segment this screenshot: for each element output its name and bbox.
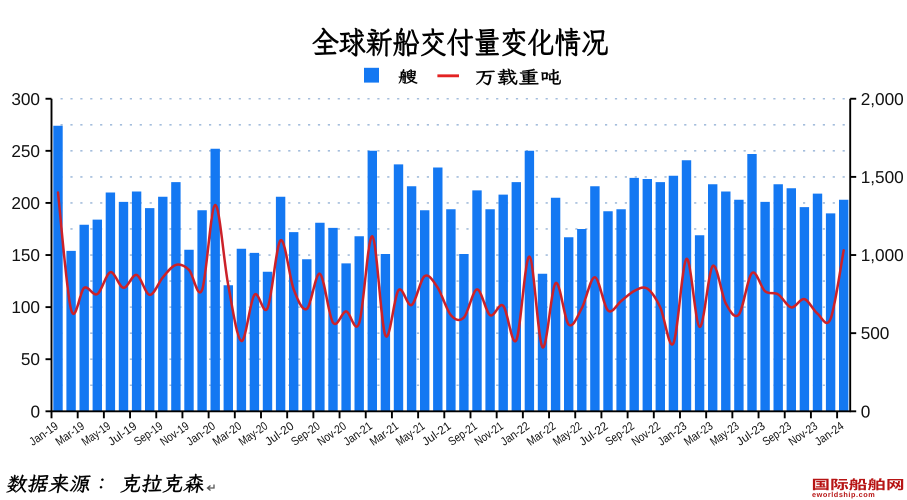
svg-text:eworldship.com: eworldship.com bbox=[812, 490, 875, 499]
svg-text:50: 50 bbox=[21, 349, 40, 369]
svg-text:0: 0 bbox=[30, 401, 40, 421]
svg-text:1,000: 1,000 bbox=[861, 245, 904, 265]
svg-text:300: 300 bbox=[11, 89, 40, 109]
svg-text:2,000: 2,000 bbox=[861, 89, 904, 109]
svg-text:150: 150 bbox=[11, 245, 40, 265]
svg-text:250: 250 bbox=[11, 141, 40, 161]
svg-text:1,500: 1,500 bbox=[861, 167, 904, 187]
svg-text:200: 200 bbox=[11, 193, 40, 213]
svg-text:0: 0 bbox=[861, 401, 871, 421]
svg-text:500: 500 bbox=[861, 323, 890, 343]
svg-text:100: 100 bbox=[11, 297, 40, 317]
